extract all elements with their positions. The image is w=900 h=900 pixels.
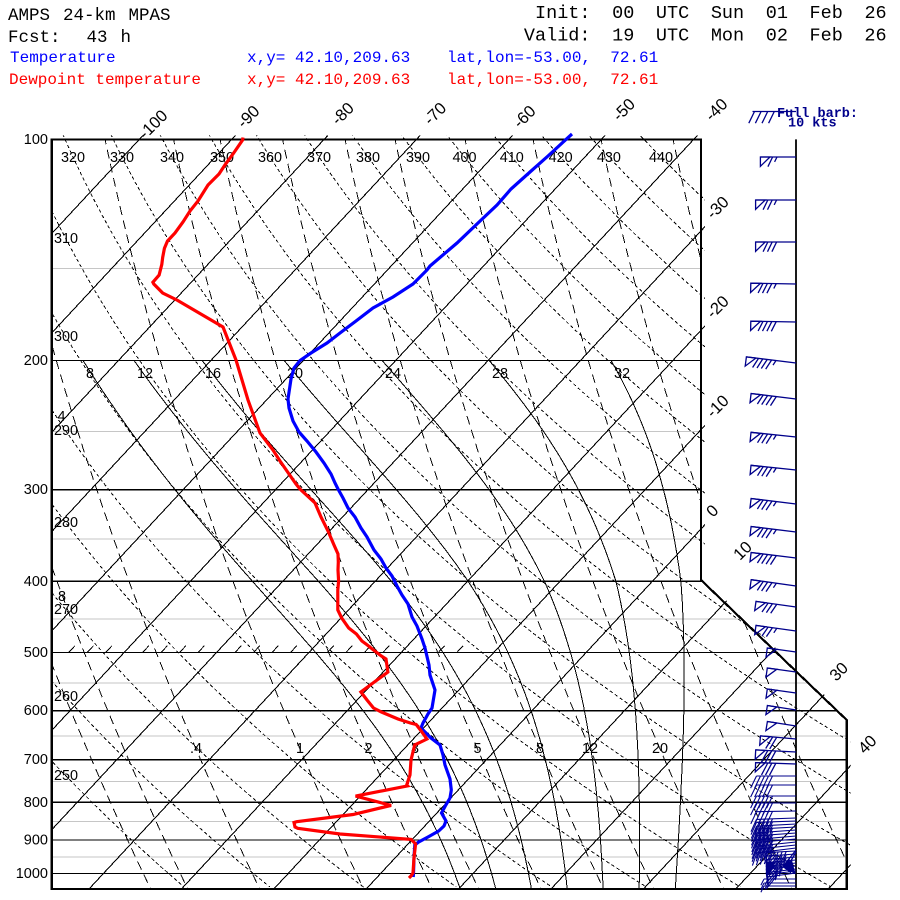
svg-text:250: 250 <box>54 768 78 784</box>
svg-text:800: 800 <box>24 795 48 811</box>
svg-text:310: 310 <box>54 231 78 247</box>
svg-text:12: 12 <box>582 741 598 757</box>
svg-text:320: 320 <box>61 150 85 166</box>
svg-text:Dewpoint temperature: Dewpoint temperature <box>9 71 201 89</box>
svg-text:360: 360 <box>258 150 282 166</box>
svg-text:100: 100 <box>24 132 48 148</box>
svg-text:lat,lon=-53.00, 72.61: lat,lon=-53.00, 72.61 <box>447 71 658 89</box>
svg-text:20: 20 <box>652 741 668 757</box>
svg-text:700: 700 <box>24 752 48 768</box>
svg-text:330: 330 <box>110 150 134 166</box>
svg-text:340: 340 <box>160 150 184 166</box>
svg-text:440: 440 <box>649 150 673 166</box>
svg-text:Full barb:: Full barb: <box>777 107 858 122</box>
svg-text:.4: .4 <box>190 741 202 757</box>
svg-text:400: 400 <box>452 150 476 166</box>
svg-text:1000: 1000 <box>16 866 48 882</box>
svg-text:290: 290 <box>54 423 78 439</box>
svg-text:300: 300 <box>54 329 78 345</box>
svg-text:8: 8 <box>58 589 66 605</box>
svg-text:420: 420 <box>549 150 573 166</box>
svg-text:AMPS 24-km MPAS: AMPS 24-km MPAS <box>8 6 171 26</box>
svg-text:16: 16 <box>205 366 221 382</box>
svg-text:1: 1 <box>296 741 304 757</box>
svg-text:430: 430 <box>597 150 621 166</box>
svg-text:5: 5 <box>473 741 481 757</box>
svg-text:Init: 00 UTC Sun 01 Feb 26: Init: 00 UTC Sun 01 Feb 26 <box>535 3 887 24</box>
svg-text:8: 8 <box>536 741 544 757</box>
svg-text:200: 200 <box>24 353 48 369</box>
svg-text:260: 260 <box>54 689 78 705</box>
svg-text:900: 900 <box>24 832 48 848</box>
svg-text:300: 300 <box>24 482 48 498</box>
svg-text:32: 32 <box>614 366 630 382</box>
svg-text:24: 24 <box>385 366 401 382</box>
svg-text:x,y= 42.10,209.63: x,y= 42.10,209.63 <box>247 71 410 89</box>
svg-text:380: 380 <box>356 150 380 166</box>
svg-text:410: 410 <box>500 150 524 166</box>
svg-text:8: 8 <box>86 366 94 382</box>
svg-text:600: 600 <box>24 703 48 719</box>
svg-text:x,y= 42.10,209.63: x,y= 42.10,209.63 <box>247 49 410 67</box>
svg-text:370: 370 <box>307 150 331 166</box>
svg-text:lat,lon=-53.00, 72.61: lat,lon=-53.00, 72.61 <box>447 49 658 67</box>
svg-text:2: 2 <box>364 741 372 757</box>
svg-text:Temperature: Temperature <box>10 49 116 67</box>
svg-text:12: 12 <box>137 366 153 382</box>
svg-text:4: 4 <box>57 409 65 425</box>
svg-text:400: 400 <box>24 574 48 590</box>
svg-text:500: 500 <box>24 645 48 661</box>
svg-text:390: 390 <box>406 150 430 166</box>
svg-text:270: 270 <box>54 602 78 618</box>
svg-text:Valid: 19 UTC Mon 02 Feb 26: Valid: 19 UTC Mon 02 Feb 26 <box>524 26 887 47</box>
svg-text:280: 280 <box>54 515 78 531</box>
svg-text:28: 28 <box>492 366 508 382</box>
svg-text:Fcst: 43 h: Fcst: 43 h <box>8 28 131 48</box>
svg-text:10 kts: 10 kts <box>788 117 837 132</box>
